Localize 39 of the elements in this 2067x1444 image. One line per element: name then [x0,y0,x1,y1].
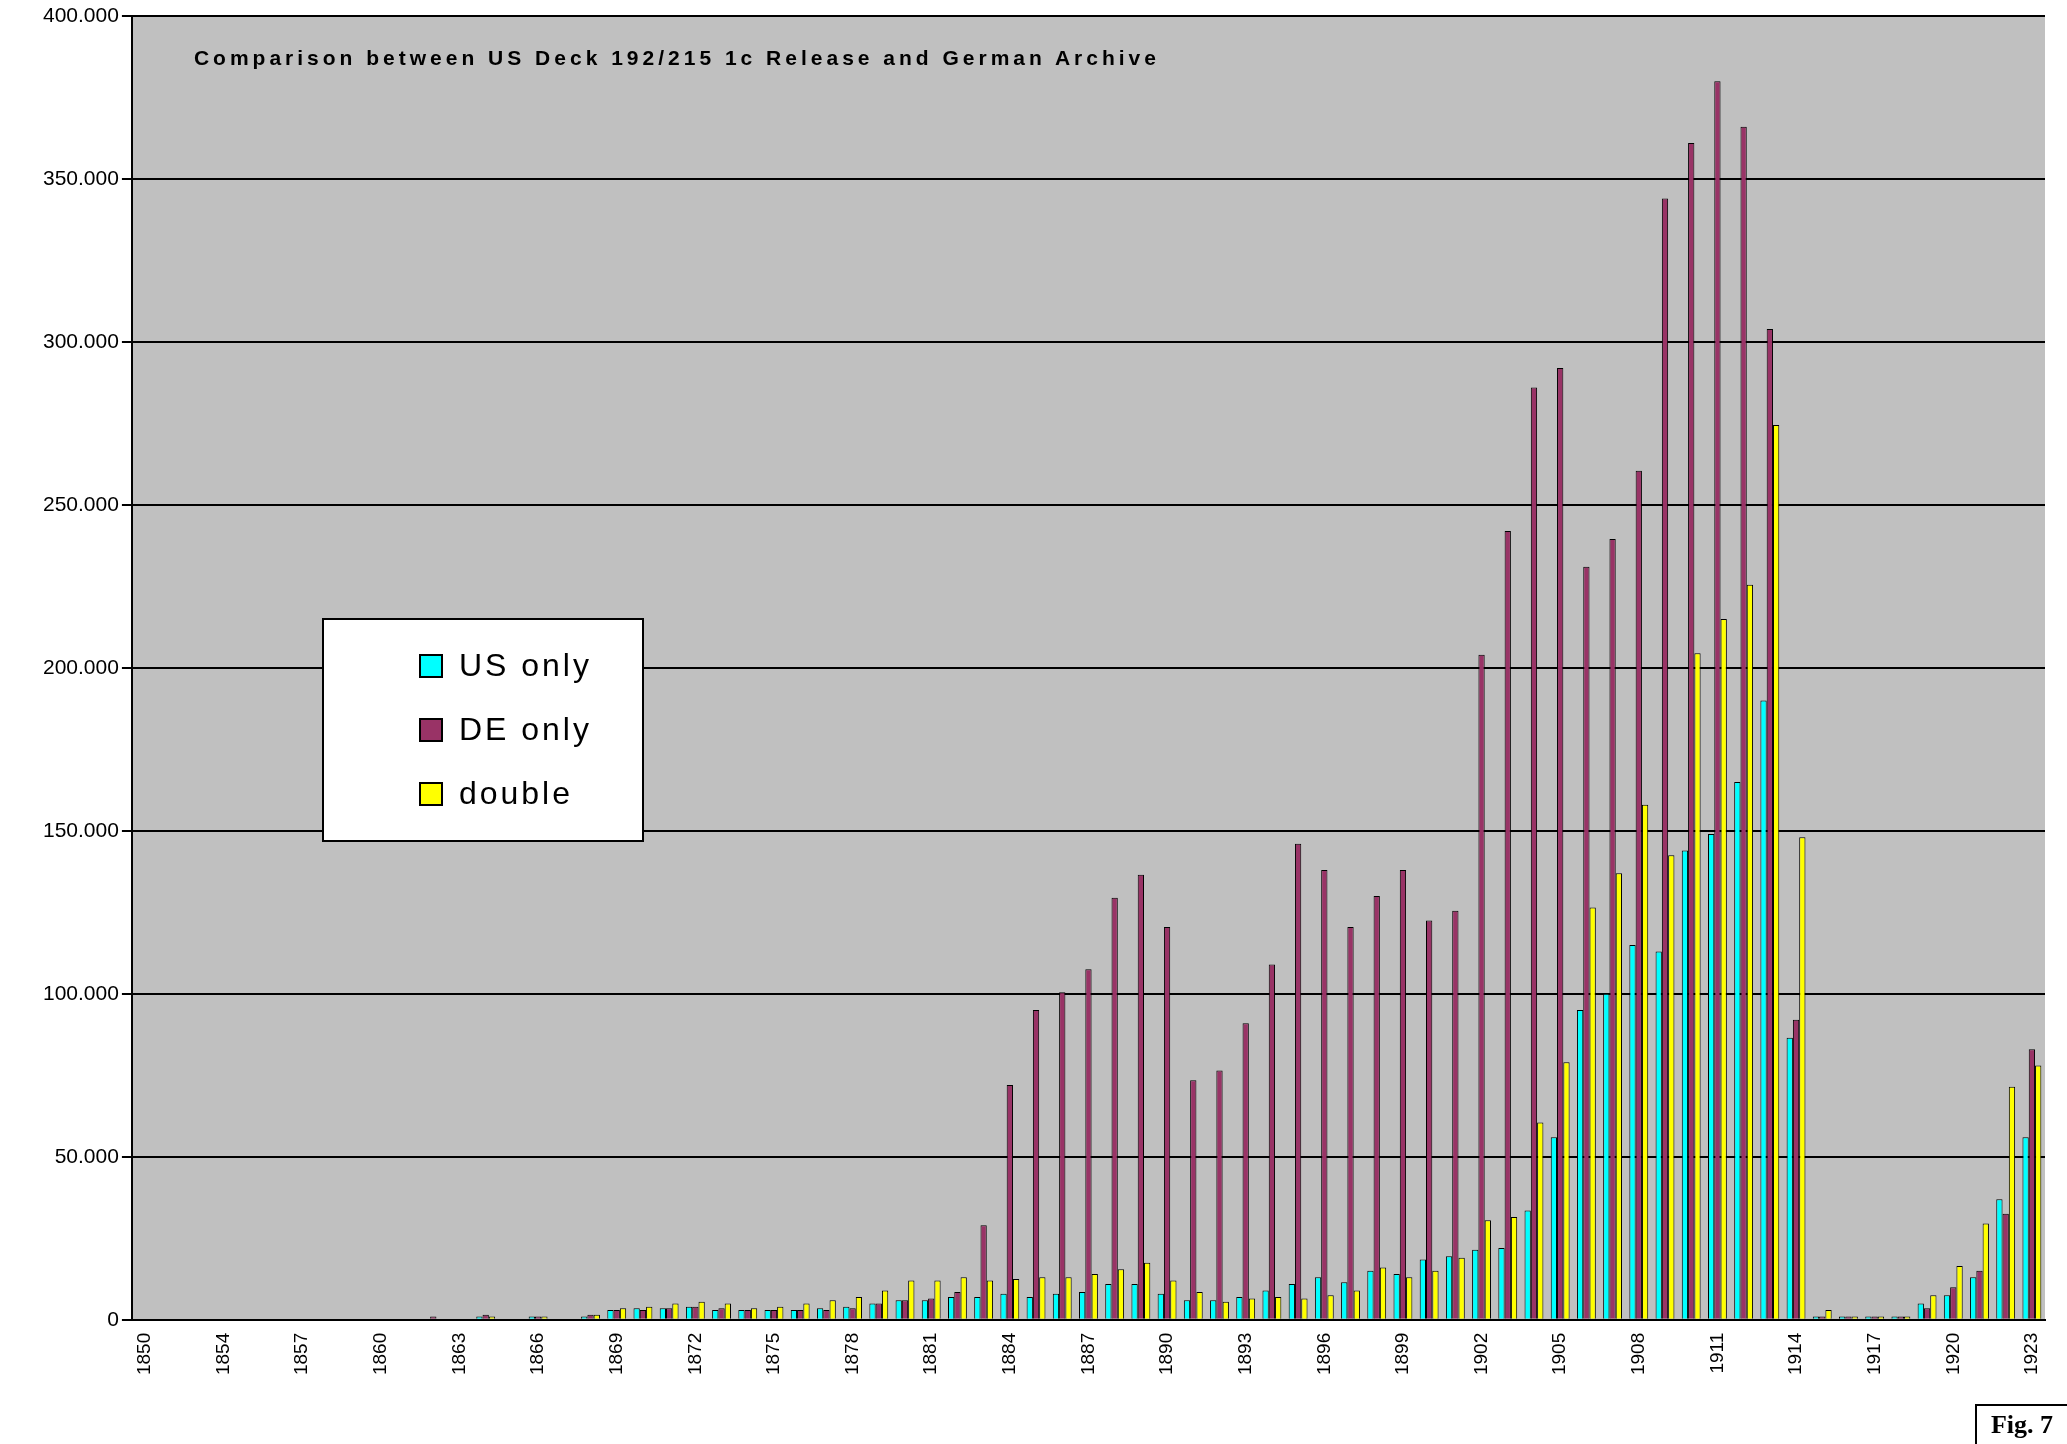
x-tick-label: 1866 [526,1332,548,1376]
y-tick-label: 0 [107,1306,119,1330]
x-tick-label: 1920 [1941,1332,1963,1376]
x-tick-label: 1905 [1548,1332,1570,1376]
y-tick-label: 400.000 [42,2,119,26]
legend-label: DE only [458,711,592,749]
y-tick-label: 100.000 [42,980,119,1004]
x-tick-label: 1857 [290,1332,312,1376]
x-tick-label: 1893 [1233,1332,1255,1376]
x-tick-label: 1881 [919,1332,941,1376]
x-tick-label: 1887 [1076,1332,1098,1376]
legend-label: double [458,775,573,813]
x-tick-label: 1896 [1312,1332,1334,1376]
y-tick-label: 150.000 [42,817,119,841]
x-tick-label: 1869 [604,1332,626,1376]
x-tick-label: 1872 [683,1332,705,1376]
x-tick-label: 1850 [133,1332,155,1376]
x-tick-label: 1884 [998,1332,1020,1376]
x-tick-label: 1917 [1862,1332,1884,1376]
caption: Fig. 7 [1974,1404,2067,1444]
x-tick-label: 1908 [1627,1332,1649,1376]
y-tick-label: 250.000 [42,491,119,515]
y-tick-label: 300.000 [42,328,119,352]
x-tick-label: 1863 [447,1332,469,1376]
x-tick-label: 1899 [1391,1332,1413,1376]
x-tick-label: 1878 [840,1332,862,1376]
x-tick-label: 1875 [762,1332,784,1376]
x-tick-label: 1914 [1784,1332,1806,1376]
x-tick-label: 1902 [1469,1332,1491,1376]
x-tick-label: 1923 [2020,1332,2042,1376]
x-tick-label: 1890 [1155,1332,1177,1376]
x-tick-label: 1911 [1705,1332,1727,1374]
legend-label: US only [458,647,592,685]
x-tick-label: 1854 [211,1332,233,1376]
y-tick-label: 350.000 [42,165,119,189]
y-tick-label: 50.000 [54,1143,119,1167]
y-tick-label: 200.000 [42,654,119,678]
text: Comparison between US Deck 192/215 1c Release and German Archive [193,46,1160,70]
x-tick-label: 1860 [369,1332,391,1376]
